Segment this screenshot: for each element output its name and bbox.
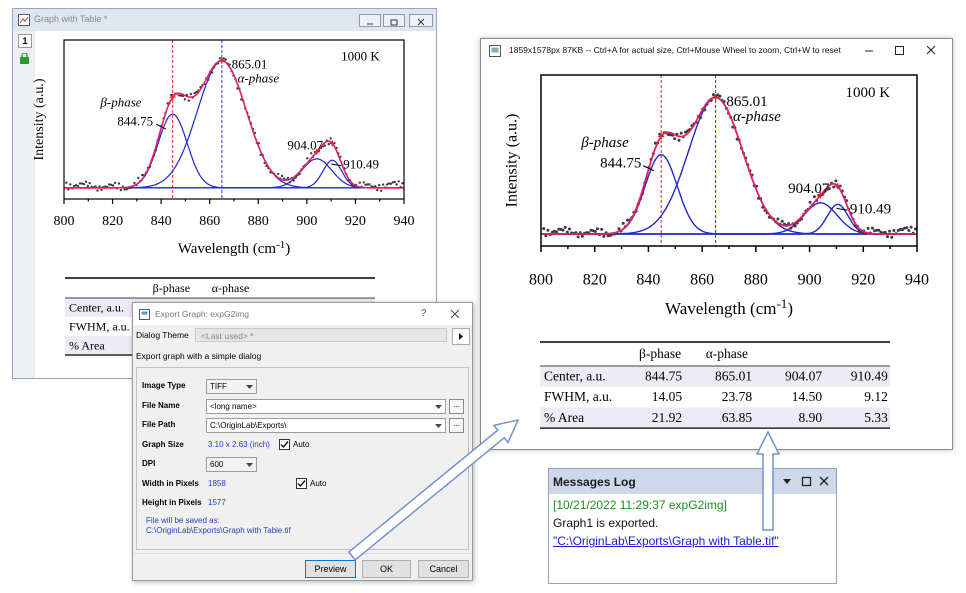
- field-label: Image Type: [142, 381, 186, 390]
- window-icon: [489, 45, 501, 57]
- field-value: 600: [210, 460, 224, 469]
- checkbox-box: [279, 438, 290, 450]
- window-title: 1859x1578px 87KB -- Ctrl+A for actual si…: [509, 45, 841, 55]
- combo-box[interactable]: C:\OriginLab\Exports\: [206, 418, 446, 433]
- maximize-button[interactable]: [895, 46, 904, 55]
- lock-icon: [20, 53, 29, 64]
- dialog-title: Export Graph: expG2img: [155, 309, 250, 319]
- dropdown[interactable]: 600: [206, 457, 257, 472]
- theme-select[interactable]: <Last used> *: [195, 328, 447, 342]
- log-title: Messages Log: [553, 475, 636, 489]
- field-label: Graph Size: [142, 439, 184, 449]
- dropdown-arrow: [435, 404, 442, 409]
- checkmark: [280, 440, 289, 448]
- messages-log: Messages Log [10/21/2022 11:29:37 expG2i…: [548, 468, 837, 584]
- checkmark: [297, 479, 306, 487]
- field-value: C:\OriginLab\Exports\: [210, 421, 287, 430]
- combo-box[interactable]: <long name>: [206, 398, 446, 414]
- window-controls: [865, 45, 936, 55]
- dropdown-arrow: [246, 463, 253, 467]
- dialog-button[interactable]: OK: [362, 560, 411, 578]
- dropdown-arrow: [435, 424, 442, 428]
- field-label: Width in Pixels: [142, 478, 199, 488]
- checkbox-label: Auto: [293, 439, 310, 449]
- field-label: Height in Pixels: [142, 498, 202, 507]
- checkbox-box: [296, 477, 307, 489]
- dialog-description: Export graph with a simple dialog: [136, 351, 262, 361]
- theme-label: Dialog Theme: [136, 330, 189, 340]
- log-entry-link[interactable]: "C:\OriginLab\Exports\Graph with Table.t…: [553, 534, 779, 548]
- dialog-button[interactable]: Cancel: [418, 560, 469, 578]
- dropdown[interactable]: TIFF: [206, 379, 257, 394]
- title-bar: Messages Log: [549, 469, 836, 494]
- close-button[interactable]: [926, 45, 936, 55]
- dropdown-arrow-shape: [246, 385, 253, 389]
- log-entry-text: Graph1 is exported.: [553, 516, 659, 530]
- menu-button[interactable]: [783, 479, 791, 484]
- window-icon: [18, 14, 30, 26]
- preview-window: 1859x1578px 87KB -- Ctrl+A for actual si…: [480, 38, 953, 450]
- save-note: File will be saved as:: [146, 516, 220, 525]
- field-value: 3.10 x 2.63 (inch): [208, 439, 270, 449]
- layer-tab[interactable]: 1: [18, 34, 32, 48]
- browse-button[interactable]: ...: [449, 418, 464, 433]
- separator: [133, 553, 472, 554]
- title-bar: Export Graph: expG2img ?: [133, 303, 472, 325]
- field-value: TIFF: [210, 382, 227, 391]
- dropdown-arrow-shape: [435, 404, 442, 409]
- save-path: C:\OriginLab\Exports\Graph with Table.ti…: [146, 526, 291, 535]
- dropdown-arrow-shape: [246, 463, 253, 467]
- restore-button[interactable]: [383, 14, 405, 27]
- log-entry-header: [10/21/2022 11:29:37 expG2img]: [553, 498, 727, 512]
- dialog-button[interactable]: Preview: [305, 560, 356, 578]
- help-button[interactable]: ?: [421, 308, 427, 319]
- dialog-icon: [139, 309, 150, 320]
- close-button[interactable]: [409, 14, 433, 27]
- title-bar: Graph with Table *: [13, 9, 436, 31]
- theme-menu-button[interactable]: [452, 328, 470, 345]
- field-label: File Path: [142, 420, 176, 429]
- field-label: DPI: [142, 459, 156, 468]
- layer-strip: 1: [13, 31, 35, 378]
- window-title: Graph with Table *: [34, 14, 108, 24]
- field-value: 1577: [208, 498, 226, 507]
- float-button[interactable]: [801, 476, 812, 487]
- close-button[interactable]: [819, 476, 829, 486]
- checkbox-label: Auto: [310, 478, 327, 488]
- export-dialog: Export Graph: expG2img ? Dialog Theme <L…: [132, 302, 473, 581]
- field-value: <long name>: [210, 401, 257, 411]
- browse-button[interactable]: ...: [449, 398, 464, 414]
- panel-controls: [783, 476, 829, 487]
- checkbox[interactable]: [279, 438, 290, 450]
- minimize-button[interactable]: [359, 14, 381, 27]
- dropdown-arrow-shape: [435, 424, 442, 428]
- dropdown-arrow: [246, 385, 253, 389]
- field-label: File Name: [142, 400, 180, 410]
- checkbox[interactable]: [296, 477, 307, 489]
- field-value: 1858: [208, 478, 226, 488]
- close-button[interactable]: [448, 308, 462, 320]
